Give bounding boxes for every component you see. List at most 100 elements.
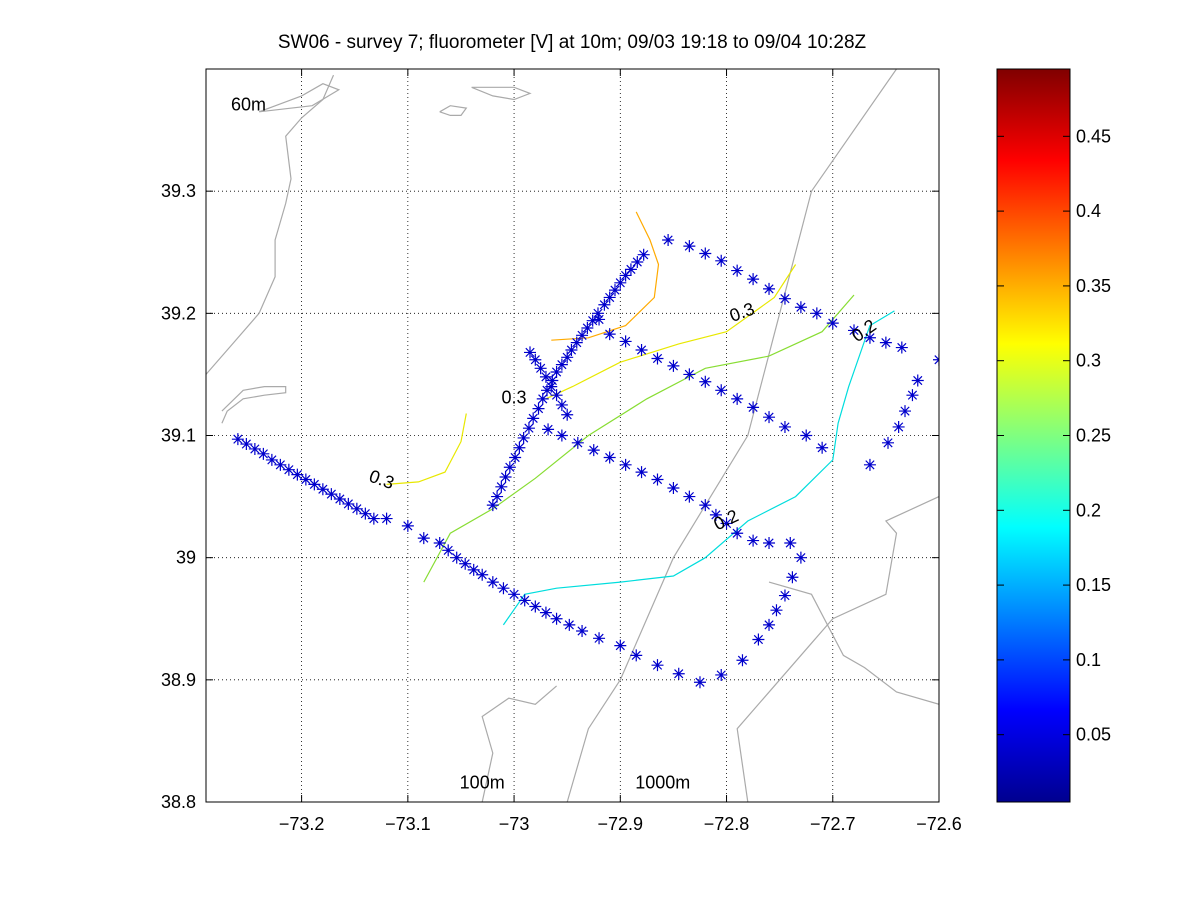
station-marker — [555, 358, 568, 371]
station-marker — [586, 314, 599, 327]
y-tick-label: 39.1 — [161, 426, 196, 446]
station-marker — [794, 301, 807, 314]
x-axis-ticks: −73.2 −73.1 −73 −72.9 −72.8 −72.7 −72.6 — [279, 69, 962, 834]
colorbar-tick-label: 0.4 — [1076, 201, 1101, 221]
station-marker — [651, 659, 664, 672]
station-marker — [570, 336, 583, 349]
station-marker — [747, 534, 760, 547]
station-marker — [565, 343, 578, 356]
isobath-labels: 60m 100m 1000m — [231, 94, 690, 792]
colorbar-tick-label: 0.1 — [1076, 650, 1101, 670]
isobath-label: 100m — [460, 772, 505, 792]
station-marker — [433, 537, 446, 550]
station-marker — [561, 351, 574, 364]
station-marker — [231, 433, 244, 446]
station-marker — [545, 380, 558, 393]
station-marker — [576, 624, 589, 637]
station-marker — [651, 352, 664, 365]
station-marker — [550, 389, 563, 402]
station-marker — [534, 362, 547, 375]
station-marker — [879, 336, 892, 349]
station-marker — [442, 544, 455, 557]
station-marker — [614, 639, 627, 652]
station-marker — [459, 557, 472, 570]
colorbar-tick-label: 0.35 — [1076, 276, 1111, 296]
colorbar-ticks: 0.05 0.1 0.15 0.2 0.25 0.3 0.35 0.4 0.45 — [997, 126, 1111, 745]
station-marker — [593, 313, 606, 326]
station-marker — [291, 468, 304, 481]
station-marker — [778, 589, 791, 602]
x-tick-label: −73.2 — [279, 814, 325, 834]
station-marker — [778, 292, 791, 305]
y-tick-label: 39.2 — [161, 303, 196, 323]
isobath-label: 60m — [231, 94, 266, 114]
colorbar-tick-label: 0.45 — [1076, 126, 1111, 146]
station-marker — [683, 368, 696, 381]
station-marker — [342, 497, 355, 510]
station-marker — [587, 444, 600, 457]
station-marker — [563, 618, 576, 631]
station-marker — [699, 247, 712, 260]
station-marker — [248, 442, 261, 455]
station-marker — [784, 537, 797, 550]
station-marker — [882, 436, 895, 449]
station-marker — [631, 256, 644, 269]
station-marker — [895, 341, 908, 354]
station-marker — [892, 420, 905, 433]
colorbar-tick-label: 0.15 — [1076, 575, 1111, 595]
station-marker — [529, 353, 542, 366]
colorbar-tick-label: 0.2 — [1076, 500, 1101, 520]
station-marker — [715, 254, 728, 267]
station-marker — [826, 317, 839, 330]
station-marker — [467, 563, 480, 576]
station-marker — [731, 264, 744, 277]
station-marker — [576, 329, 589, 342]
station-marker — [536, 392, 549, 405]
station-marker — [816, 441, 829, 454]
station-marker — [522, 422, 535, 435]
axes-background — [206, 69, 939, 802]
contour-lines — [386, 211, 895, 626]
station-marker — [550, 365, 563, 378]
station-marker — [672, 667, 685, 680]
station-marker — [539, 606, 552, 619]
station-marker — [603, 291, 616, 304]
station-marker — [257, 447, 270, 460]
colorbar-tick-label: 0.3 — [1076, 351, 1101, 371]
station-marker — [911, 374, 924, 387]
contour-line — [386, 413, 467, 485]
station-marker — [731, 527, 744, 540]
station-marker — [350, 502, 363, 515]
station-marker — [619, 269, 632, 282]
station-marker — [848, 324, 861, 337]
isobath-line — [439, 105, 468, 117]
contour-line — [545, 264, 797, 400]
station-marker — [367, 512, 380, 525]
station-marker — [316, 483, 329, 496]
station-marker — [486, 499, 499, 512]
station-marker — [517, 431, 530, 444]
x-tick-label: −72.9 — [598, 814, 644, 834]
station-marker — [555, 398, 568, 411]
station-marker — [699, 375, 712, 388]
isobath-line — [206, 74, 335, 375]
station-marker — [325, 488, 338, 501]
chart-title: SW06 - survey 7; fluorometer [V] at 10m;… — [278, 32, 867, 53]
station-marker — [333, 493, 346, 506]
x-tick-label: −73.1 — [385, 814, 431, 834]
station-marker — [581, 321, 594, 334]
station-marker — [786, 571, 799, 584]
isobath-line — [566, 69, 898, 802]
station-marker — [619, 335, 632, 348]
station-marker — [709, 508, 722, 521]
station-marker — [546, 374, 559, 387]
station-marker — [591, 307, 604, 320]
station-marker — [752, 633, 765, 646]
station-marker — [630, 649, 643, 662]
station-marker — [503, 461, 516, 474]
station-marker — [614, 276, 627, 289]
station-marker — [529, 600, 542, 613]
station-marker — [509, 451, 522, 464]
isobath-line — [221, 386, 287, 424]
